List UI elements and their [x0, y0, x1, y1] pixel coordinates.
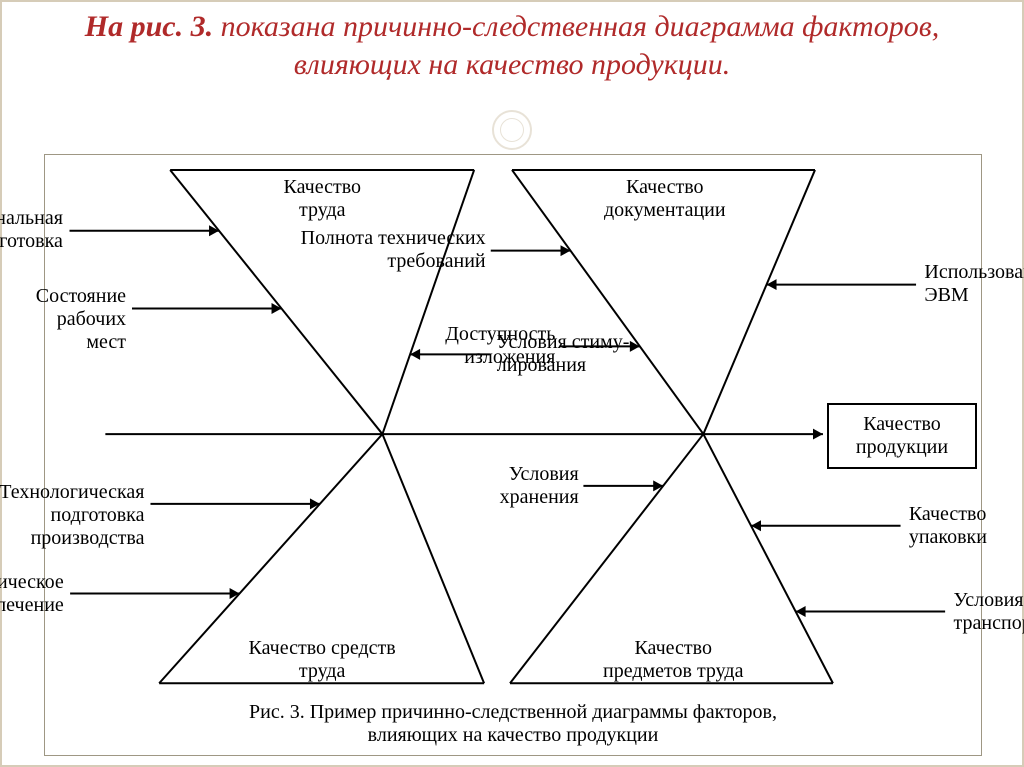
result-label: Качество продукции	[856, 413, 948, 459]
branch-header: Качестводокументации	[604, 176, 726, 222]
title-lead: На рис. 3.	[85, 10, 213, 43]
sub-factor: Доступностьизложения	[445, 323, 555, 369]
sub-factor: Качествоупаковки	[909, 503, 987, 549]
diagram-panel: Качество продукции Рис. 3. Пример причин…	[44, 154, 982, 756]
branch-footer: Качество средствтруда	[249, 637, 396, 683]
result-box: Качество продукции	[827, 403, 977, 469]
result-line2: продукции	[856, 436, 948, 459]
sub-factor: Условияхранения	[500, 463, 579, 509]
sub-factor: Полнота техническихтребований	[301, 227, 486, 273]
result-line1: Качество	[856, 413, 948, 436]
slide-title: На рис. 3. показана причинно-следственна…	[22, 8, 1002, 85]
branch-footer: Качествопредметов труда	[603, 637, 743, 683]
sub-factor: Метрологическоеобеспечение	[0, 571, 64, 617]
figure-caption: Рис. 3. Пример причинно-следственной диа…	[45, 701, 981, 747]
slide: На рис. 3. показана причинно-следственна…	[0, 0, 1024, 767]
sub-factor: Технологическаяподготовкапроизводства	[0, 481, 144, 550]
branch-header: Качествотруда	[284, 176, 362, 222]
ornament-icon	[492, 110, 532, 150]
sub-factor: Условиятранспортировки	[954, 589, 1024, 635]
sub-factor: Состояниерабочихмест	[36, 285, 126, 354]
sub-factor: Профессиональнаяподготовка	[0, 207, 63, 253]
sub-factor: ИспользованиеЭВМ	[924, 261, 1024, 307]
title-rest: показана причинно-следственная диаграмма…	[213, 10, 939, 81]
